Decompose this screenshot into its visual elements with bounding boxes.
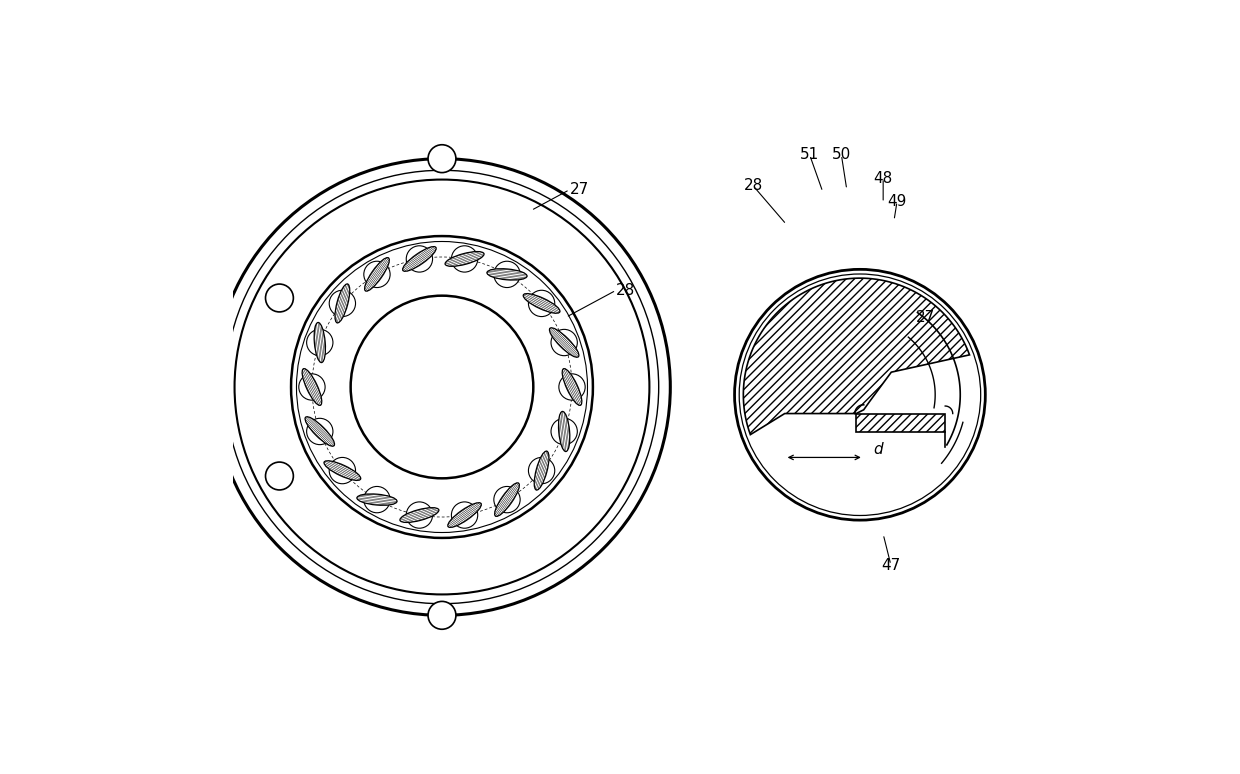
Ellipse shape [523,293,560,313]
Text: 48: 48 [873,170,893,186]
Circle shape [528,457,554,484]
Circle shape [407,246,433,272]
Ellipse shape [324,461,361,481]
Circle shape [451,246,477,272]
Circle shape [213,159,671,615]
Text: 51: 51 [800,147,820,163]
Ellipse shape [549,328,579,358]
Circle shape [306,330,334,356]
Circle shape [407,502,433,528]
Ellipse shape [303,368,321,406]
Ellipse shape [445,252,484,266]
Circle shape [494,486,520,512]
Circle shape [428,145,456,173]
Ellipse shape [365,258,389,291]
Circle shape [528,290,554,317]
Circle shape [265,284,294,312]
Ellipse shape [487,269,527,280]
Ellipse shape [314,323,325,362]
Ellipse shape [558,412,570,451]
Circle shape [329,457,356,484]
Ellipse shape [357,494,397,505]
Ellipse shape [448,502,481,527]
Circle shape [363,262,391,288]
Circle shape [451,502,477,528]
Circle shape [551,418,578,444]
Ellipse shape [495,483,520,516]
Circle shape [551,330,578,356]
Polygon shape [743,278,970,435]
Text: 28: 28 [744,178,763,194]
Circle shape [265,462,294,490]
Ellipse shape [403,247,436,272]
Text: 49: 49 [888,194,906,209]
Text: d: d [874,442,883,457]
Text: 27: 27 [569,182,589,197]
Ellipse shape [401,508,439,522]
Ellipse shape [305,416,335,446]
Polygon shape [856,413,945,433]
Text: 28: 28 [616,283,635,298]
Circle shape [428,601,456,629]
Circle shape [734,269,986,520]
Circle shape [351,296,533,478]
Circle shape [559,374,585,400]
Ellipse shape [335,284,350,323]
Text: 27: 27 [916,310,935,325]
Text: 50: 50 [832,147,851,163]
Circle shape [363,486,391,512]
Circle shape [494,262,520,288]
Circle shape [306,418,334,444]
Text: 47: 47 [882,557,900,573]
Ellipse shape [534,451,549,490]
Ellipse shape [562,368,582,406]
Circle shape [329,290,356,317]
Circle shape [299,374,325,400]
